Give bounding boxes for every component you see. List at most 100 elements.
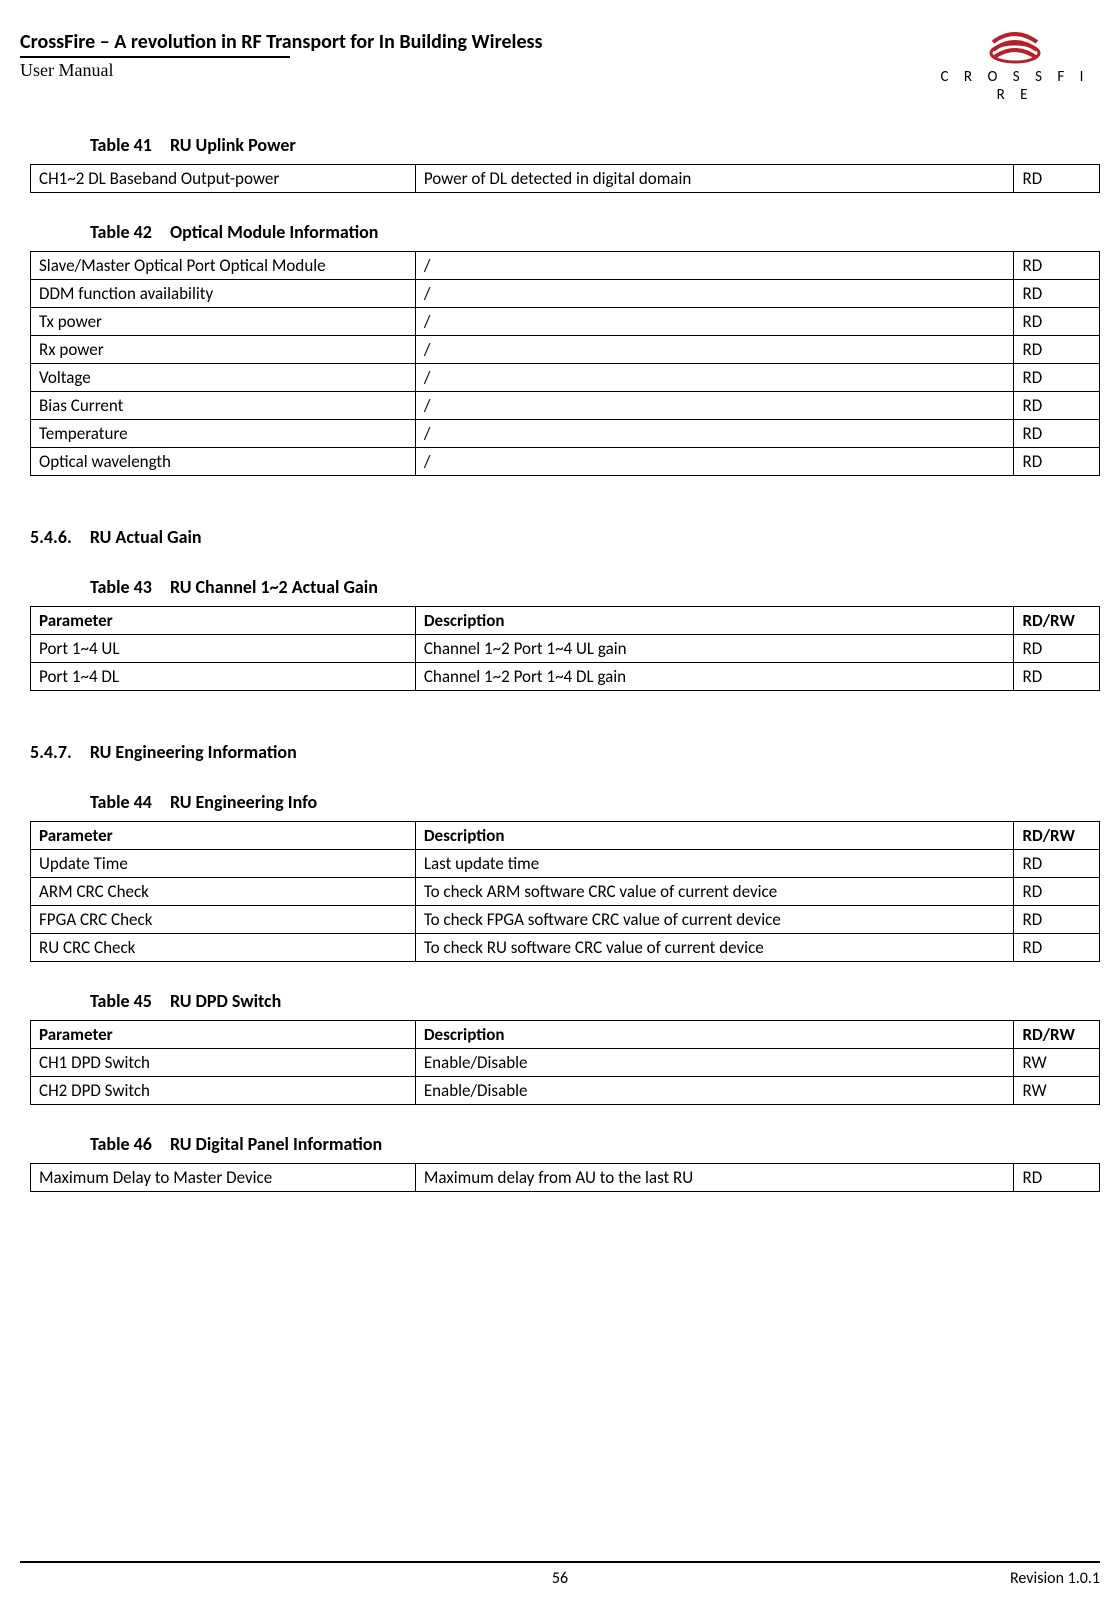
cell: RD <box>1014 392 1100 420</box>
cell: RW <box>1014 1049 1100 1077</box>
cell: / <box>415 308 1014 336</box>
page-header: CrossFire – A revolution in RF Transport… <box>20 30 1100 104</box>
table-row: Bias Current/RD <box>31 392 1100 420</box>
table-row: Temperature/RD <box>31 420 1100 448</box>
table41: CH1~2 DL Baseband Output-power Power of … <box>30 164 1100 193</box>
table42-num: Table 42 <box>90 221 152 243</box>
table-row: Port 1~4 DLChannel 1~2 Port 1~4 DL gainR… <box>31 663 1100 691</box>
cell: Maximum delay from AU to the last RU <box>415 1164 1014 1192</box>
table-header-row: Parameter Description RD/RW <box>31 822 1100 850</box>
cell: RD <box>1014 364 1100 392</box>
table44-body: Update TimeLast update timeRDARM CRC Che… <box>31 850 1100 962</box>
cell: To check ARM software CRC value of curre… <box>415 878 1014 906</box>
table45-caption: Table 45 RU DPD Switch <box>90 990 1100 1012</box>
col-header: Parameter <box>31 1021 416 1049</box>
table-header-row: Parameter Description RD/RW <box>31 607 1100 635</box>
table42: Slave/Master Optical Port Optical Module… <box>30 251 1100 476</box>
cell: / <box>415 336 1014 364</box>
table46-caption: Table 46 RU Digital Panel Information <box>90 1133 1100 1155</box>
cell: RD <box>1014 663 1100 691</box>
cell: RD <box>1014 1164 1100 1192</box>
table44-num: Table 44 <box>90 791 152 813</box>
table-header-row: Parameter Description RD/RW <box>31 1021 1100 1049</box>
col-header: RD/RW <box>1014 822 1100 850</box>
revision: Revision 1.0.1 <box>1010 1569 1100 1588</box>
table-row: Voltage/RD <box>31 364 1100 392</box>
table-row: RU CRC CheckTo check RU software CRC val… <box>31 934 1100 962</box>
section-546-title: RU Actual Gain <box>90 526 202 548</box>
table41-caption: Table 41 RU Uplink Power <box>90 134 1100 156</box>
table-row: Port 1~4 ULChannel 1~2 Port 1~4 UL gainR… <box>31 635 1100 663</box>
section-547-num: 5.4.7. <box>30 741 72 763</box>
table-row: FPGA CRC CheckTo check FPGA software CRC… <box>31 906 1100 934</box>
table43-body: Port 1~4 ULChannel 1~2 Port 1~4 UL gainR… <box>31 635 1100 691</box>
cell: RD <box>1014 165 1100 193</box>
table-row: Rx power/RD <box>31 336 1100 364</box>
table-row: ARM CRC CheckTo check ARM software CRC v… <box>31 878 1100 906</box>
crossfire-logo-icon <box>985 30 1045 64</box>
cell: To check FPGA software CRC value of curr… <box>415 906 1014 934</box>
col-header: RD/RW <box>1014 1021 1100 1049</box>
table-row: Slave/Master Optical Port Optical Module… <box>31 252 1100 280</box>
table42-body: Slave/Master Optical Port Optical Module… <box>31 252 1100 476</box>
cell: Channel 1~2 Port 1~4 DL gain <box>415 663 1014 691</box>
table46-body: Maximum Delay to Master Device Maximum d… <box>31 1164 1100 1192</box>
content: Table 41 RU Uplink Power CH1~2 DL Baseba… <box>20 134 1100 1192</box>
cell: RD <box>1014 336 1100 364</box>
table46: Maximum Delay to Master Device Maximum d… <box>30 1163 1100 1192</box>
table41-body: CH1~2 DL Baseband Output-power Power of … <box>31 165 1100 193</box>
col-header: Description <box>415 1021 1014 1049</box>
cell: RU CRC Check <box>31 934 416 962</box>
cell: / <box>415 280 1014 308</box>
table44-title: RU Engineering Info <box>170 791 317 813</box>
table-row: Maximum Delay to Master Device Maximum d… <box>31 1164 1100 1192</box>
cell: RD <box>1014 850 1100 878</box>
cell: Power of DL detected in digital domain <box>415 165 1014 193</box>
col-header: Description <box>415 822 1014 850</box>
cell: RD <box>1014 280 1100 308</box>
cell: Temperature <box>31 420 416 448</box>
table46-title: RU Digital Panel Information <box>170 1133 382 1155</box>
doc-subtitle: User Manual <box>20 60 930 81</box>
cell: RD <box>1014 420 1100 448</box>
table42-title: Optical Module Information <box>170 221 378 243</box>
table43-num: Table 43 <box>90 576 152 598</box>
table45-num: Table 45 <box>90 990 152 1012</box>
section-547-title: RU Engineering Information <box>90 741 297 763</box>
title-underline <box>20 56 290 58</box>
col-header: RD/RW <box>1014 607 1100 635</box>
col-header: Parameter <box>31 607 416 635</box>
cell: Enable/Disable <box>415 1049 1014 1077</box>
table41-title: RU Uplink Power <box>170 134 296 156</box>
table-row: CH1 DPD SwitchEnable/DisableRW <box>31 1049 1100 1077</box>
table-row: DDM function availability/RD <box>31 280 1100 308</box>
table-row: Tx power/RD <box>31 308 1100 336</box>
section-547: 5.4.7. RU Engineering Information <box>30 741 1100 763</box>
cell: Maximum Delay to Master Device <box>31 1164 416 1192</box>
header-left: CrossFire – A revolution in RF Transport… <box>20 30 930 81</box>
cell: RD <box>1014 878 1100 906</box>
cell: RD <box>1014 635 1100 663</box>
cell: Update Time <box>31 850 416 878</box>
table45-body: CH1 DPD SwitchEnable/DisableRWCH2 DPD Sw… <box>31 1049 1100 1105</box>
cell: / <box>415 420 1014 448</box>
cell: Port 1~4 UL <box>31 635 416 663</box>
table41-num: Table 41 <box>90 134 152 156</box>
page-number: 56 <box>552 1569 568 1588</box>
cell: RD <box>1014 252 1100 280</box>
cell: RD <box>1014 308 1100 336</box>
cell: Channel 1~2 Port 1~4 UL gain <box>415 635 1014 663</box>
cell: Bias Current <box>31 392 416 420</box>
cell: RD <box>1014 448 1100 476</box>
table44-caption: Table 44 RU Engineering Info <box>90 791 1100 813</box>
cell: Voltage <box>31 364 416 392</box>
section-546-num: 5.4.6. <box>30 526 72 548</box>
table44: Parameter Description RD/RW Update TimeL… <box>30 821 1100 962</box>
cell: Optical wavelength <box>31 448 416 476</box>
cell: DDM function availability <box>31 280 416 308</box>
table43: Parameter Description RD/RW Port 1~4 ULC… <box>30 606 1100 691</box>
table43-caption: Table 43 RU Channel 1~2 Actual Gain <box>90 576 1100 598</box>
cell: RD <box>1014 934 1100 962</box>
table43-title: RU Channel 1~2 Actual Gain <box>170 576 378 598</box>
cell: CH2 DPD Switch <box>31 1077 416 1105</box>
